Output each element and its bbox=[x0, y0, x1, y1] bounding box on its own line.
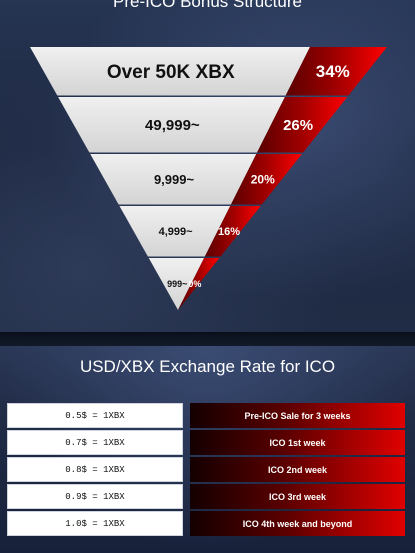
tier-threshold-label: Over 50K XBX bbox=[107, 62, 235, 83]
funnel-tier bbox=[90, 154, 257, 205]
table-row: 0.9$ = 1XBX ICO 3rd week bbox=[7, 484, 405, 509]
rate-cell: 0.9$ = 1XBX bbox=[7, 484, 183, 509]
period-cell: ICO 4th week and beyond bbox=[190, 511, 405, 536]
tier-threshold-label: 9,999~ bbox=[154, 172, 195, 187]
bonus-structure-title: Pre-ICO Bonus Structure bbox=[113, 0, 302, 11]
tier-threshold-label: 49,999~ bbox=[145, 117, 200, 134]
period-cell: ICO 1st week bbox=[190, 430, 405, 455]
table-row: 1.0$ = 1XBX ICO 4th week and beyond bbox=[7, 511, 405, 536]
exchange-rate-table: 0.5$ = 1XBX Pre-ICO Sale for 3 weeks 0.7… bbox=[7, 403, 405, 538]
period-cell: Pre-ICO Sale for 3 weeks bbox=[190, 403, 405, 428]
tier-bonus-label: 20% bbox=[251, 172, 275, 186]
funnel-bonus-segment bbox=[230, 154, 302, 205]
tier-threshold-label: 999~ bbox=[167, 279, 187, 289]
period-cell: ICO 2nd week bbox=[190, 457, 405, 482]
rate-cell: 0.8$ = 1XBX bbox=[7, 457, 183, 482]
funnel-bonus-segment bbox=[257, 97, 348, 153]
section-divider bbox=[0, 332, 415, 346]
bonus-funnel: Over 50K XBX 34% 49,999~ 26% 9,999~ 20% 4,999~… bbox=[30, 47, 387, 310]
tier-threshold-label: 4,999~ bbox=[159, 226, 194, 238]
funnel-tier bbox=[58, 97, 285, 153]
table-row: 0.7$ = 1XBX ICO 1st week bbox=[7, 430, 405, 455]
funnel-tier bbox=[148, 258, 205, 310]
table-row: 0.8$ = 1XBX ICO 2nd week bbox=[7, 457, 405, 482]
funnel-bonus-segment bbox=[204, 206, 261, 257]
rate-cell: 0.5$ = 1XBX bbox=[7, 403, 183, 428]
period-cell: ICO 3rd week bbox=[190, 484, 405, 509]
funnel-tier bbox=[119, 206, 231, 257]
funnel-tier bbox=[30, 47, 310, 96]
funnel-bonus-segment bbox=[285, 47, 387, 96]
tier-bonus-label: 0% bbox=[188, 279, 201, 289]
rate-cell: 0.7$ = 1XBX bbox=[7, 430, 183, 455]
tier-bonus-label: 26% bbox=[283, 117, 313, 134]
table-row: 0.5$ = 1XBX Pre-ICO Sale for 3 weeks bbox=[7, 403, 405, 428]
rate-cell: 1.0$ = 1XBX bbox=[7, 511, 183, 536]
funnel-bonus-segment bbox=[178, 258, 220, 310]
tier-bonus-label: 16% bbox=[218, 226, 240, 238]
tier-bonus-label: 34% bbox=[316, 62, 350, 81]
exchange-rate-title: USD/XBX Exchange Rate for ICO bbox=[79, 357, 336, 376]
